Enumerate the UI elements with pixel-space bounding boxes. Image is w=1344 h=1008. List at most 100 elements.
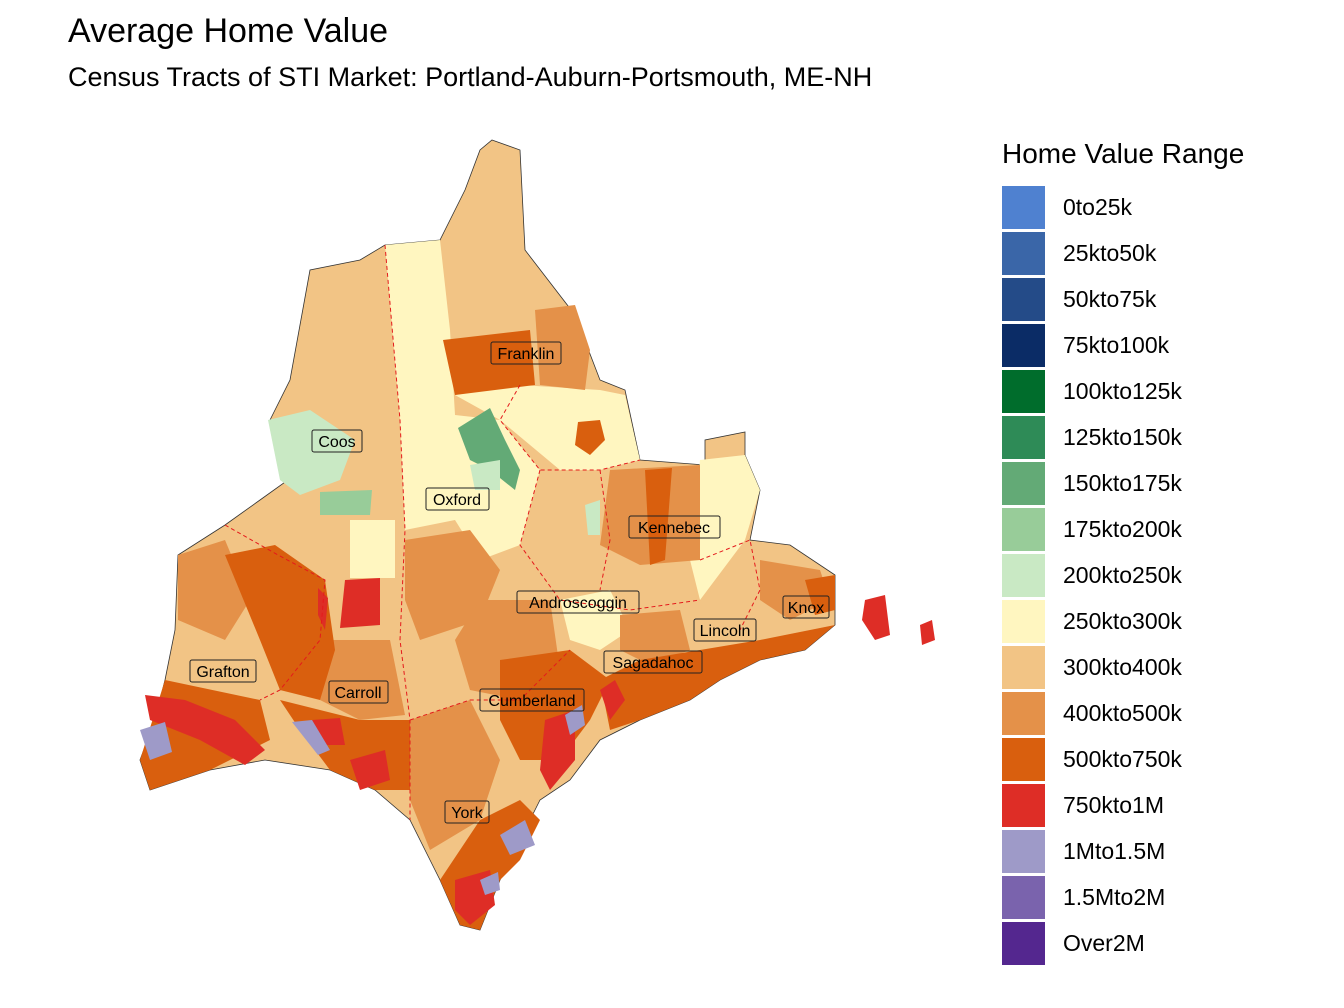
legend-swatch xyxy=(1002,507,1045,551)
map-subtitle: Census Tracts of STI Market: Portland-Au… xyxy=(68,62,873,92)
legend-items: 0to25k 25kto50k 50kto75k 75kto100k 100kto125… xyxy=(1002,184,1244,966)
region-grafton-1m xyxy=(140,722,172,760)
label-coos: Coos xyxy=(311,429,363,453)
legend-item: 50kto75k xyxy=(1002,276,1244,322)
legend-swatch xyxy=(1002,553,1045,597)
region-carroll-500k xyxy=(225,545,335,700)
legend-swatch xyxy=(1002,783,1045,827)
legend-item: 175kto200k xyxy=(1002,506,1244,552)
region-oxford-green xyxy=(458,408,520,490)
label-lincoln: Lincoln xyxy=(693,618,757,642)
legend-swatch xyxy=(1002,231,1045,275)
label-androscoggin: Androscoggin xyxy=(516,590,640,614)
svg-text:Franklin: Franklin xyxy=(498,346,555,363)
legend-label: 200kto250k xyxy=(1063,561,1182,588)
legend-swatch xyxy=(1002,461,1045,505)
region-grafton-750k xyxy=(145,695,265,765)
county-borders xyxy=(224,244,761,820)
legend-item: 300kto400k xyxy=(1002,644,1244,690)
svg-text:Kennebec: Kennebec xyxy=(638,520,710,537)
legend-label: 100kto125k xyxy=(1063,377,1182,404)
region-franklin-400k xyxy=(535,305,590,390)
region-york-750k xyxy=(350,750,390,790)
label-grafton: Grafton xyxy=(189,659,257,683)
legend-item: 25kto50k xyxy=(1002,230,1244,276)
svg-text:Coos: Coos xyxy=(318,434,355,451)
legend-label: 1.5Mto2M xyxy=(1063,883,1166,910)
svg-text:Androscoggin: Androscoggin xyxy=(529,595,627,612)
legend-label: 125kto150k xyxy=(1063,423,1182,450)
legend-swatch xyxy=(1002,921,1045,965)
legend-label: 1Mto1.5M xyxy=(1063,837,1166,864)
map-title: Average Home Value xyxy=(68,12,389,50)
legend-label: 50kto75k xyxy=(1063,285,1157,312)
choropleth-map: Coos Franklin Oxford Kennebec Androscogg… xyxy=(139,139,935,931)
svg-text:Carroll: Carroll xyxy=(334,685,381,702)
svg-text:Lincoln: Lincoln xyxy=(700,623,751,640)
legend-swatch xyxy=(1002,691,1045,735)
legend-swatch xyxy=(1002,599,1045,643)
svg-text:Oxford: Oxford xyxy=(433,492,481,509)
region-oxford-north xyxy=(385,240,540,560)
legend-item: 75kto100k xyxy=(1002,322,1244,368)
legend-label: Over2M xyxy=(1063,929,1145,956)
legend-label: 0to25k xyxy=(1063,193,1133,220)
region-knox-500k xyxy=(805,575,835,615)
legend-item: 1Mto1.5M xyxy=(1002,828,1244,874)
label-kennebec: Kennebec xyxy=(628,515,721,539)
legend-swatch xyxy=(1002,277,1045,321)
legend-item: 100kto125k xyxy=(1002,368,1244,414)
svg-text:Cumberland: Cumberland xyxy=(488,693,575,710)
legend-item: 750kto1M xyxy=(1002,782,1244,828)
legend-swatch xyxy=(1002,323,1045,367)
region-franklin-500k xyxy=(443,330,535,395)
region-york-1m xyxy=(500,820,535,855)
legend-item: Over2M xyxy=(1002,920,1244,966)
legend-label: 250kto300k xyxy=(1063,607,1182,634)
region-coos-light-green xyxy=(268,410,355,495)
region-franklin-500k-2 xyxy=(575,420,605,455)
region-andro-yellow xyxy=(560,590,630,650)
label-sagadahoc: Sagadahoc xyxy=(603,650,703,674)
region-kennebec-green xyxy=(585,500,600,535)
legend-label: 25kto50k xyxy=(1063,239,1157,266)
label-oxford: Oxford xyxy=(425,487,490,511)
legend-item: 400kto500k xyxy=(1002,690,1244,736)
legend-swatch xyxy=(1002,415,1045,459)
legend-label: 300kto400k xyxy=(1063,653,1182,680)
region-coos-west-yellow xyxy=(350,520,395,578)
legend-label: 500kto750k xyxy=(1063,745,1182,772)
region-coast-750k xyxy=(600,680,625,720)
region-oxford-green-2 xyxy=(470,460,500,490)
legend-item: 200kto250k xyxy=(1002,552,1244,598)
label-franklin: Franklin xyxy=(490,341,562,365)
legend-label: 150kto175k xyxy=(1063,469,1182,496)
legend-label: 75kto100k xyxy=(1063,331,1170,358)
legend-swatch xyxy=(1002,829,1045,873)
legend-item: 1.5Mto2M xyxy=(1002,874,1244,920)
region-cumberland-500k xyxy=(500,650,610,760)
region-island-750k xyxy=(862,595,890,640)
region-coast-500k xyxy=(600,625,835,730)
legend-title: Home Value Range xyxy=(1002,138,1245,169)
legend-item: 0to25k xyxy=(1002,184,1244,230)
legend-swatch xyxy=(1002,875,1045,919)
svg-text:Sagadahoc: Sagadahoc xyxy=(613,655,694,672)
legend-item: 150kto175k xyxy=(1002,460,1244,506)
label-york: York xyxy=(444,800,490,824)
region-cumberland-1m xyxy=(565,705,585,735)
region-york-400k xyxy=(410,700,500,850)
legend-label: 750kto1M xyxy=(1063,791,1165,818)
legend-swatch xyxy=(1002,185,1045,229)
county-labels: Coos Franklin Oxford Kennebec Androscogg… xyxy=(189,341,830,824)
legend-swatch xyxy=(1002,369,1045,413)
region-island-750k-2 xyxy=(920,620,935,645)
label-cumberland: Cumberland xyxy=(479,688,585,712)
legend-item: 125kto150k xyxy=(1002,414,1244,460)
legend-item: 250kto300k xyxy=(1002,598,1244,644)
legend-item: 500kto750k xyxy=(1002,736,1244,782)
svg-text:Knox: Knox xyxy=(788,600,824,617)
label-knox: Knox xyxy=(782,595,830,619)
legend-label: 400kto500k xyxy=(1063,699,1182,726)
legend: Home Value Range 0to25k 25kto50k 50kto75k 7… xyxy=(1002,138,1244,966)
